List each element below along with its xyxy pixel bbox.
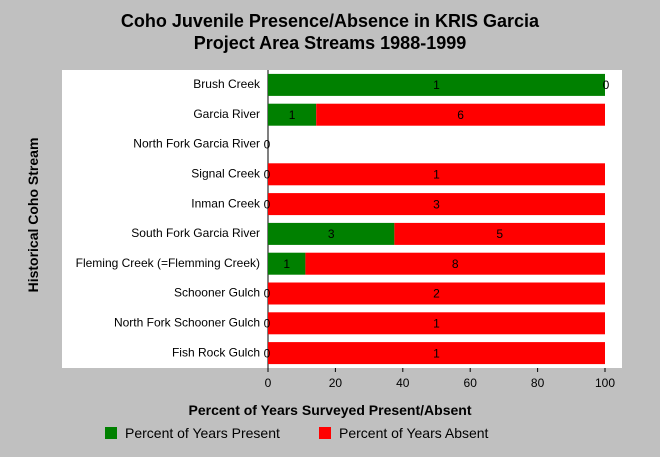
- category-label: Signal Creek: [191, 166, 261, 180]
- bar-present: [268, 252, 306, 275]
- bar-present: [268, 73, 605, 96]
- data-label-absent: 5: [496, 227, 503, 241]
- bar-present: [268, 103, 317, 126]
- category-label: Fish Rock Gulch: [172, 345, 260, 359]
- bar-absent: [316, 103, 605, 126]
- data-label-present: 0: [264, 346, 271, 360]
- legend-item-absent: Percent of Years Absent: [319, 425, 488, 441]
- x-tick-label: 40: [396, 376, 410, 390]
- category-label: North Fork Garcia River: [133, 137, 260, 151]
- data-label-present: 0: [264, 287, 271, 301]
- bar-absent: [394, 222, 605, 245]
- legend-swatch-present: [105, 427, 117, 439]
- data-label-absent: 1: [433, 167, 440, 181]
- data-label-absent: 2: [433, 287, 440, 301]
- legend-item-present: Percent of Years Present: [105, 425, 280, 441]
- x-tick-label: 100: [595, 376, 615, 390]
- data-label-absent: 1: [433, 316, 440, 330]
- category-label: Garcia River: [193, 107, 260, 121]
- bar-absent: [268, 282, 605, 305]
- data-label-present: 1: [289, 108, 296, 122]
- bar-absent: [268, 312, 605, 335]
- data-label-present: 1: [283, 257, 290, 271]
- data-label-present: 0: [264, 138, 271, 152]
- data-label-absent: 0: [603, 78, 610, 92]
- x-axis-label: Percent of Years Surveyed Present/Absent: [188, 402, 472, 418]
- bar-present: [268, 222, 395, 245]
- data-label-absent: 6: [457, 108, 464, 122]
- x-tick-label: 80: [531, 376, 545, 390]
- category-label: North Fork Schooner Gulch: [114, 315, 260, 329]
- x-tick-label: 20: [329, 376, 343, 390]
- category-label: Brush Creek: [193, 77, 261, 91]
- chart-title-line-1: Coho Juvenile Presence/Absence in KRIS G…: [120, 11, 540, 31]
- bar-absent: [268, 342, 605, 365]
- chart-title: Coho Juvenile Presence/Absence in KRIS G…: [0, 10, 660, 54]
- chart-title-line-2: Project Area Streams 1988-1999: [193, 33, 467, 53]
- data-label-absent: 1: [433, 346, 440, 360]
- data-label-present: 3: [328, 227, 335, 241]
- data-label-present: 0: [264, 197, 271, 211]
- x-tick-label: 0: [265, 376, 272, 390]
- bar-absent: [268, 163, 605, 186]
- data-label-present: 1: [433, 78, 440, 92]
- legend-label-absent: Percent of Years Absent: [339, 425, 489, 441]
- category-label: Fleming Creek (=Flemming Creek): [76, 256, 260, 270]
- data-label-present: 0: [264, 167, 271, 181]
- bar-absent: [268, 193, 605, 216]
- data-label-absent: 3: [433, 197, 440, 211]
- category-label: South Fork Garcia River: [131, 226, 260, 240]
- data-label-present: 0: [264, 316, 271, 330]
- category-label: Schooner Gulch: [174, 286, 260, 300]
- data-label-absent: 8: [452, 257, 459, 271]
- legend-swatch-absent: [319, 427, 331, 439]
- bar-absent: [305, 252, 605, 275]
- x-tick-label: 60: [464, 376, 478, 390]
- category-label: Inman Creek: [191, 196, 261, 210]
- legend-label-present: Percent of Years Present: [125, 425, 280, 441]
